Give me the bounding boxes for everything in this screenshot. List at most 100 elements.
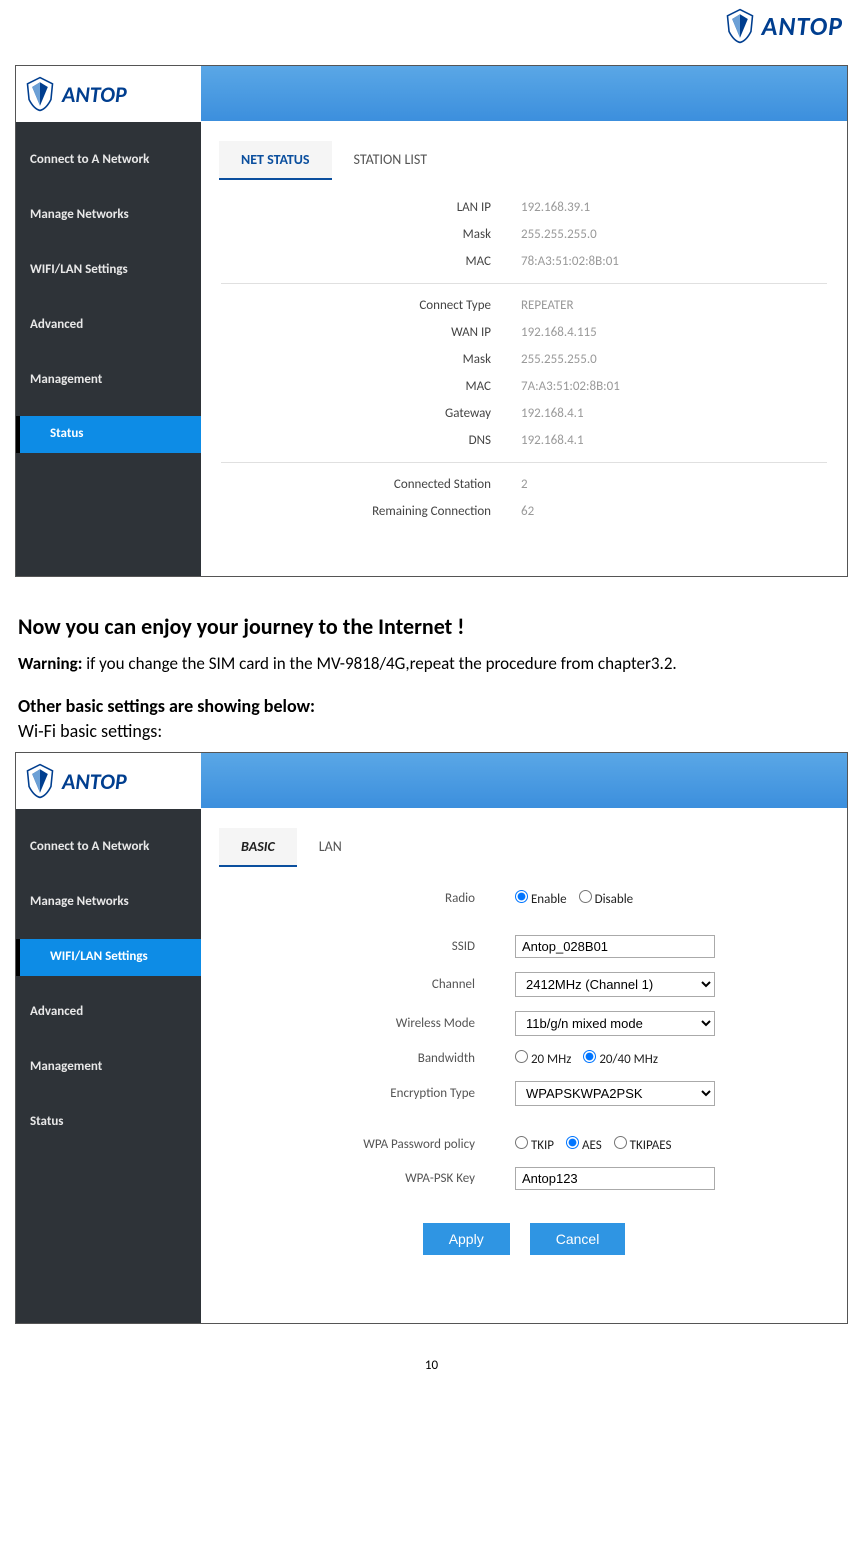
info-label: Connected Station bbox=[221, 477, 521, 492]
info-label: Connect Type bbox=[221, 298, 521, 313]
wpa-key-input[interactable] bbox=[515, 1167, 715, 1190]
info-label: Mask bbox=[221, 352, 521, 367]
info-value: 192.168.39.1 bbox=[521, 200, 827, 215]
wpa-key-label: WPA-PSK Key bbox=[225, 1171, 515, 1186]
info-value: 255.255.255.0 bbox=[521, 352, 827, 367]
sidebar-item-connect-to-a-network[interactable]: Connect to A Network bbox=[16, 142, 201, 179]
top-bar bbox=[201, 753, 847, 808]
page-header-logo: ANTOP bbox=[724, 8, 843, 44]
info-value: 78:A3:51:02:8B:01 bbox=[521, 254, 827, 269]
radio-input[interactable] bbox=[614, 1136, 627, 1149]
status-screenshot: ANTOP Connect to A Network Manage Network… bbox=[15, 65, 848, 577]
cancel-button[interactable]: Cancel bbox=[530, 1223, 626, 1255]
sidebar-item-management[interactable]: Management bbox=[16, 362, 201, 399]
info-row: MAC7A:A3:51:02:8B:01 bbox=[221, 373, 827, 400]
radio-option-20-40-mhz[interactable]: 20/40 MHz bbox=[583, 1052, 658, 1067]
info-value: 255.255.255.0 bbox=[521, 227, 827, 242]
tab-basic[interactable]: BASIC bbox=[219, 828, 297, 867]
divider bbox=[221, 283, 827, 284]
sidebar-brand: ANTOP bbox=[62, 81, 127, 108]
sidebar: ANTOP Connect to A Network Manage Network… bbox=[16, 753, 201, 1323]
info-row: LAN IP192.168.39.1 bbox=[221, 194, 827, 221]
sidebar-logo: ANTOP bbox=[16, 66, 201, 122]
info-value: REPEATER bbox=[521, 298, 827, 313]
radio-input[interactable] bbox=[579, 890, 592, 903]
radio-option-20-mhz[interactable]: 20 MHz bbox=[515, 1052, 571, 1067]
main-panel: BASICLAN Radio Enable Disable SSID Chann… bbox=[201, 753, 847, 1323]
sidebar-item-manage-networks[interactable]: Manage Networks bbox=[16, 884, 201, 921]
radio-label: Radio bbox=[225, 891, 515, 906]
radio-input[interactable] bbox=[515, 890, 528, 903]
info-label: WAN IP bbox=[221, 325, 521, 340]
radio-input[interactable] bbox=[583, 1050, 596, 1063]
mode-label: Wireless Mode bbox=[225, 1016, 515, 1031]
wpa-policy-label: WPA Password policy bbox=[225, 1137, 515, 1152]
info-value: 192.168.4.1 bbox=[521, 433, 827, 448]
encryption-label: Encryption Type bbox=[225, 1086, 515, 1101]
wifi-settings-screenshot: ANTOP Connect to A Network Manage Network… bbox=[15, 752, 848, 1324]
radio-option-tkip[interactable]: TKIP bbox=[515, 1138, 554, 1153]
sidebar-item-connect-to-a-network[interactable]: Connect to A Network bbox=[16, 829, 201, 866]
info-label: LAN IP bbox=[221, 200, 521, 215]
warning-paragraph: Warning: if you change the SIM card in t… bbox=[18, 652, 845, 676]
tab-net-status[interactable]: NET STATUS bbox=[219, 141, 332, 180]
radio-option-tkipaes[interactable]: TKIPAES bbox=[614, 1138, 672, 1153]
channel-select[interactable]: 2412MHz (Channel 1) bbox=[515, 972, 715, 997]
radio-input[interactable] bbox=[515, 1050, 528, 1063]
sidebar-item-status[interactable]: Status bbox=[16, 1104, 201, 1141]
info-row: MAC78:A3:51:02:8B:01 bbox=[221, 248, 827, 275]
sidebar-item-manage-networks[interactable]: Manage Networks bbox=[16, 197, 201, 234]
sidebar-item-status[interactable]: Status bbox=[16, 416, 201, 453]
tab-lan[interactable]: LAN bbox=[297, 828, 364, 867]
tab-station-list[interactable]: STATION LIST bbox=[332, 141, 449, 180]
sidebar-item-advanced[interactable]: Advanced bbox=[16, 307, 201, 344]
info-row: Connected Station2 bbox=[221, 471, 827, 498]
channel-label: Channel bbox=[225, 977, 515, 992]
info-label: DNS bbox=[221, 433, 521, 448]
apply-button[interactable]: Apply bbox=[423, 1223, 510, 1255]
shield-icon bbox=[724, 8, 756, 44]
radio-option-aes[interactable]: AES bbox=[566, 1138, 602, 1153]
sidebar-item-wifi-lan-settings[interactable]: WIFI/LAN Settings bbox=[16, 252, 201, 289]
info-value: 62 bbox=[521, 504, 827, 519]
sidebar-item-wifi-lan-settings[interactable]: WIFI/LAN Settings bbox=[16, 939, 201, 976]
radio-group: Enable Disable bbox=[515, 890, 823, 907]
sidebar-item-management[interactable]: Management bbox=[16, 1049, 201, 1086]
mode-select[interactable]: 11b/g/n mixed mode bbox=[515, 1011, 715, 1036]
wifi-settings-label: Wi-Fi basic settings: bbox=[18, 719, 845, 744]
info-row: DNS192.168.4.1 bbox=[221, 427, 827, 454]
brand-text: ANTOP bbox=[762, 10, 843, 42]
info-row: Remaining Connection62 bbox=[221, 498, 827, 525]
info-label: Mask bbox=[221, 227, 521, 242]
top-bar bbox=[201, 66, 847, 121]
info-label: Gateway bbox=[221, 406, 521, 421]
sidebar-logo: ANTOP bbox=[16, 753, 201, 809]
info-row: WAN IP192.168.4.115 bbox=[221, 319, 827, 346]
enjoy-heading: Now you can enjoy your journey to the In… bbox=[18, 613, 845, 640]
info-row: Connect TypeREPEATER bbox=[221, 292, 827, 319]
radio-option-enable[interactable]: Enable bbox=[515, 892, 567, 907]
sidebar-brand: ANTOP bbox=[62, 768, 127, 795]
wpa-policy-group: TKIP AES TKIPAES bbox=[515, 1136, 823, 1153]
encryption-select[interactable]: WPAPSKWPA2PSK bbox=[515, 1081, 715, 1106]
divider bbox=[221, 462, 827, 463]
info-row: Gateway192.168.4.1 bbox=[221, 400, 827, 427]
radio-option-disable[interactable]: Disable bbox=[579, 892, 634, 907]
shield-icon bbox=[24, 763, 56, 799]
page-number: 10 bbox=[10, 1358, 853, 1373]
warning-text: if you change the SIM card in the MV-981… bbox=[82, 653, 676, 674]
radio-input[interactable] bbox=[566, 1136, 579, 1149]
warning-label: Warning: bbox=[18, 653, 82, 674]
info-label: MAC bbox=[221, 254, 521, 269]
other-settings-heading: Other basic settings are showing below: bbox=[18, 694, 845, 719]
info-row: Mask255.255.255.0 bbox=[221, 346, 827, 373]
bandwidth-group: 20 MHz 20/40 MHz bbox=[515, 1050, 823, 1067]
radio-input[interactable] bbox=[515, 1136, 528, 1149]
ssid-input[interactable] bbox=[515, 935, 715, 958]
main-panel: NET STATUSSTATION LIST LAN IP192.168.39.… bbox=[201, 66, 847, 576]
shield-icon bbox=[24, 76, 56, 112]
info-value: 7A:A3:51:02:8B:01 bbox=[521, 379, 827, 394]
sidebar-item-advanced[interactable]: Advanced bbox=[16, 994, 201, 1031]
info-row: Mask255.255.255.0 bbox=[221, 221, 827, 248]
info-value: 192.168.4.115 bbox=[521, 325, 827, 340]
